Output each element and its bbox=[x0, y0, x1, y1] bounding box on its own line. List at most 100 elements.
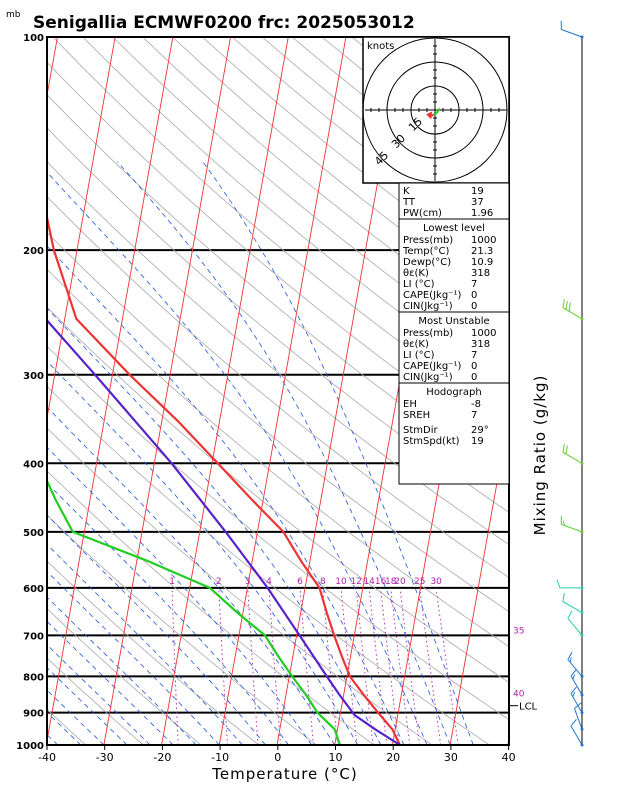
dry-adiabat bbox=[47, 385, 490, 745]
panel-row-label: StmSpd(kt) bbox=[403, 436, 460, 447]
hodograph-segment bbox=[435, 107, 441, 114]
panel-row-label: θε(K) bbox=[403, 268, 429, 279]
wind-barb-flag bbox=[567, 610, 573, 619]
pressure-tick-label: 600 bbox=[23, 584, 44, 595]
panel-row-label: Dewp(°C) bbox=[403, 257, 451, 268]
dry-adiabat bbox=[47, 268, 509, 648]
mixing-ratio-line bbox=[435, 587, 459, 745]
profile-series bbox=[47, 212, 401, 745]
theta-labels: 35 40 bbox=[513, 626, 525, 699]
dry-adiabat bbox=[47, 231, 509, 613]
wind-barb-flag bbox=[572, 691, 576, 697]
panel-row-value: 37 bbox=[471, 197, 484, 208]
wind-barb-shaft bbox=[562, 601, 583, 613]
temperature-tick-label: 20 bbox=[386, 751, 400, 764]
pressure-tick-label: 1000 bbox=[16, 741, 44, 752]
dry-adiabat bbox=[47, 427, 433, 745]
wind-barb-shaft bbox=[570, 693, 583, 713]
wind-barb bbox=[574, 702, 584, 731]
isobar-lines bbox=[47, 37, 509, 745]
panel-row-value: 318 bbox=[471, 268, 490, 279]
wind-barb-base bbox=[580, 530, 584, 534]
wind-barb-shaft bbox=[570, 675, 583, 696]
mixing-ratio-line bbox=[419, 587, 442, 745]
mixing-ratio-tick-label: 30 bbox=[430, 577, 442, 587]
wind-barb bbox=[560, 515, 584, 534]
panel-row-value: 19 bbox=[471, 436, 484, 447]
pressure-tick-label: 700 bbox=[23, 631, 44, 642]
moist-adiabat bbox=[47, 689, 105, 745]
wind-barb-base bbox=[580, 611, 584, 615]
wind-barb bbox=[567, 610, 584, 637]
wind-barb-flag bbox=[568, 302, 571, 312]
wind-barb-base bbox=[580, 586, 584, 590]
hodograph-unit-label: knots bbox=[367, 41, 394, 52]
panel-row-label: LI (°C) bbox=[403, 279, 435, 290]
wind-barb bbox=[556, 579, 584, 590]
dry-adiabat bbox=[47, 514, 317, 745]
parcel-profile-line bbox=[47, 318, 401, 745]
moist-adiabat bbox=[47, 482, 289, 745]
pressure-tick-label: 900 bbox=[23, 709, 44, 720]
wind-barb-flag bbox=[570, 669, 577, 677]
dry-adiabat bbox=[47, 94, 509, 482]
temperature-tick-label: 30 bbox=[444, 751, 458, 764]
theta-tick-label: 40 bbox=[513, 690, 525, 700]
pressure-tick-label: 100 bbox=[23, 33, 44, 44]
wind-barb bbox=[567, 651, 584, 678]
moist-adiabat bbox=[0, 162, 12, 745]
panel-row-value: -8 bbox=[471, 399, 481, 410]
wind-barb-shaft bbox=[561, 29, 583, 38]
panel-row-value: 0 bbox=[471, 361, 477, 372]
panel-row-label: LI (°C) bbox=[403, 350, 435, 361]
panel-row-label: θε(K) bbox=[403, 339, 429, 350]
wind-barb bbox=[562, 443, 584, 465]
panel-row-label: Press(mb) bbox=[403, 235, 453, 246]
wind-barb-flag bbox=[570, 719, 577, 727]
isotherm-line bbox=[47, 37, 116, 421]
moist-adiabat bbox=[47, 644, 151, 745]
panel-row-label: CAPE(Jkg⁻¹) bbox=[403, 361, 461, 372]
wind-barb-base bbox=[580, 461, 584, 465]
wind-barb-shaft bbox=[562, 307, 583, 320]
mixing-ratio-line bbox=[247, 587, 259, 745]
wind-barb-shaft bbox=[567, 618, 583, 636]
pressure-tick-label: 500 bbox=[23, 528, 44, 539]
moist-adiabat bbox=[47, 406, 336, 745]
isotherm-line bbox=[507, 735, 509, 745]
wind-barb-flag bbox=[567, 651, 573, 660]
wind-barb-base bbox=[580, 633, 584, 637]
wind-barb-flag bbox=[572, 674, 576, 680]
indices-panel-frame bbox=[398, 182, 510, 485]
dry-adiabat bbox=[47, 306, 509, 684]
mixing-ratio-tick-label: 2 bbox=[216, 577, 222, 587]
wind-barb bbox=[570, 669, 584, 697]
mixing-ratio-tick-label: 8 bbox=[320, 577, 326, 587]
pressure-tick-label: 300 bbox=[23, 371, 44, 382]
moist-adiabats bbox=[0, 161, 474, 745]
mixing-ratio-tick-label: 4 bbox=[266, 577, 272, 587]
temperature-tick-label: -40 bbox=[38, 751, 56, 764]
mixing-ratio-line bbox=[268, 587, 281, 745]
moist-adiabat bbox=[47, 307, 382, 745]
panel-row-value: 1.96 bbox=[471, 208, 493, 219]
pressure-axis: 100 200 300 400 500 600 700 800 900 1000 bbox=[16, 33, 44, 752]
panel-row-label: Press(mb) bbox=[403, 328, 453, 339]
dry-adiabat bbox=[47, 61, 509, 451]
mixing-ratio-line bbox=[218, 587, 228, 745]
moist-adiabat bbox=[47, 360, 359, 745]
isotherm-line bbox=[566, 37, 618, 745]
wind-barb-flag bbox=[562, 520, 566, 526]
temperature-tick-label: 40 bbox=[502, 751, 516, 764]
panel-row-value: 10.9 bbox=[471, 257, 493, 268]
pressure-tick-label: 400 bbox=[23, 459, 44, 470]
wind-barb-base bbox=[580, 674, 584, 678]
chart-title: Senigallia ECMWF0200 frc: 2025053012 bbox=[33, 13, 415, 33]
mixing-ratio-tick-label: 6 bbox=[297, 577, 303, 587]
wind-barb-flag bbox=[565, 300, 568, 310]
temperature-tick-label: -10 bbox=[211, 751, 229, 764]
